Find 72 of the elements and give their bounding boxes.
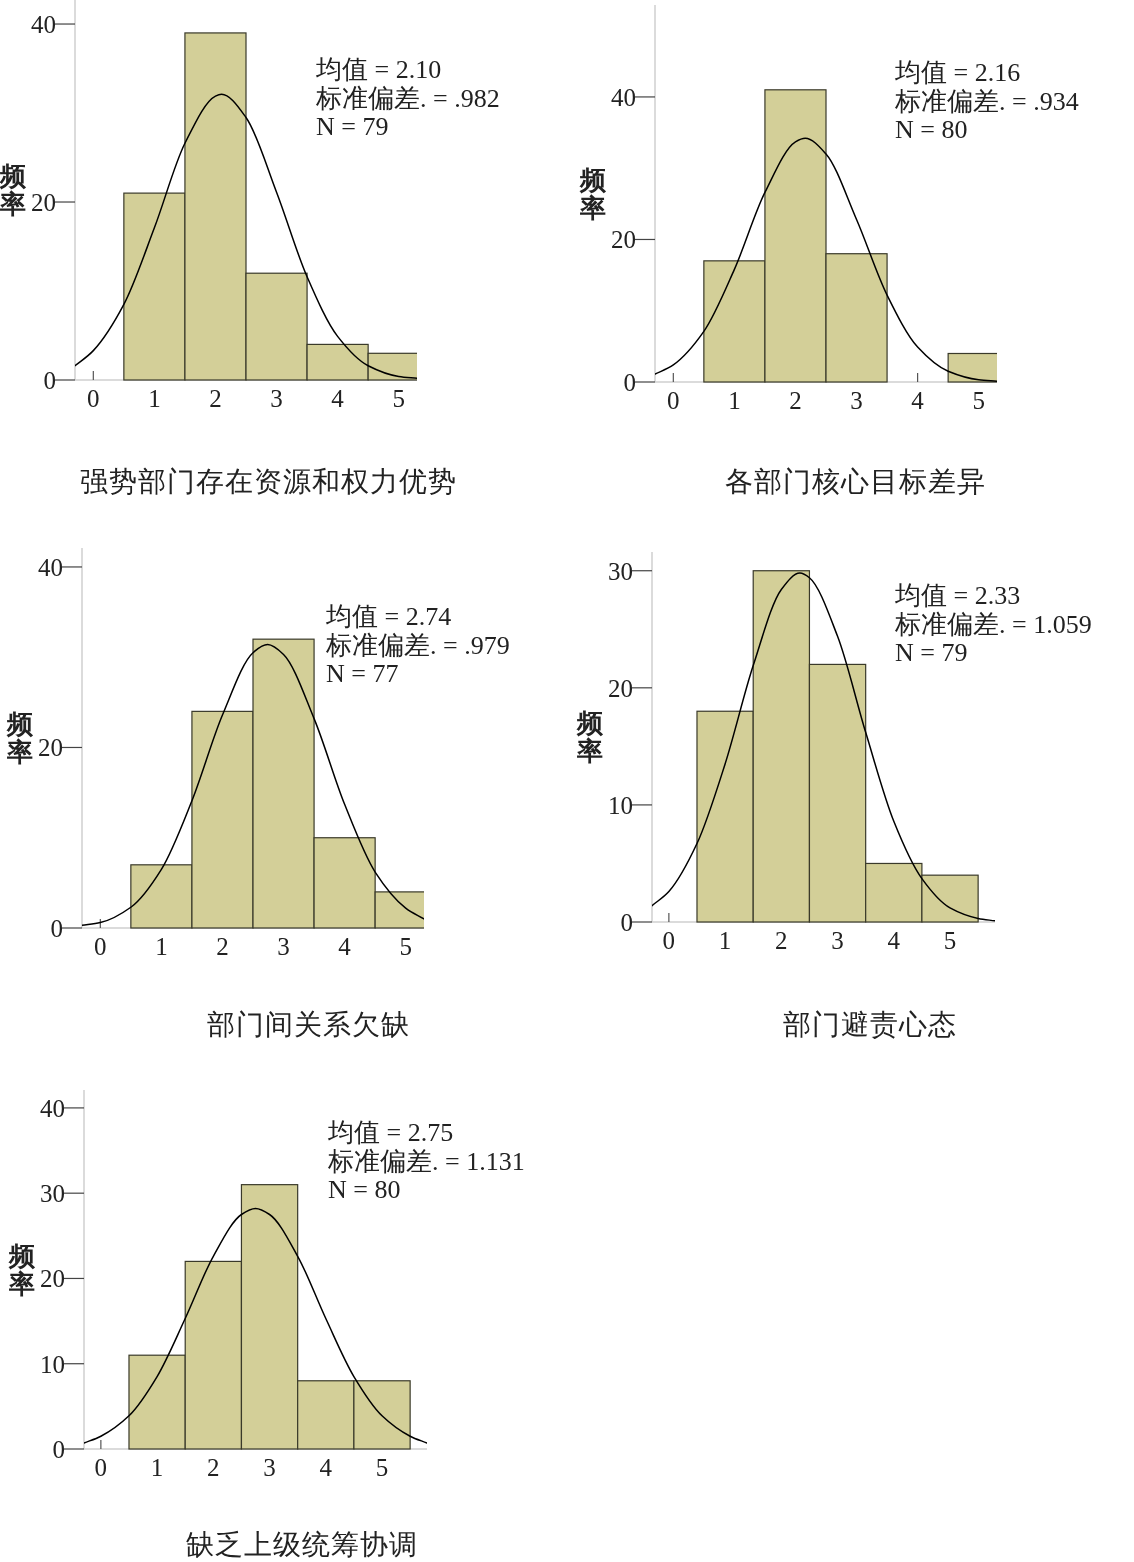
y-axis-title: 频率	[6, 710, 34, 767]
x-tick-label: 0	[87, 385, 100, 412]
x-tick-label: 1	[150, 1454, 164, 1481]
annotation: 标准偏差. = .934	[894, 86, 1079, 116]
y-tick-label: 40	[611, 83, 636, 111]
annotation: 标准偏差. = 1.059	[894, 609, 1092, 639]
x-tick-label: 2	[207, 1454, 220, 1481]
annotation: 均值 = 2.10	[315, 55, 442, 84]
x-tick-label: 1	[728, 387, 741, 414]
x-tick-label: 4	[319, 1454, 333, 1481]
x-tick-label: 3	[831, 927, 844, 954]
x-tick-label: 4	[911, 387, 925, 414]
annotation: 均值 = 2.16	[894, 58, 1021, 87]
x-tick-label: 2	[775, 927, 788, 954]
x-tick-label: 0	[94, 1454, 108, 1481]
x-tick-label: 2	[789, 387, 802, 414]
line-series	[84, 1207, 427, 1444]
y-axis-title: 频率	[576, 709, 604, 766]
x-tick-label: 1	[155, 933, 168, 960]
x-axis-title: 部门间关系欠缺	[206, 1009, 410, 1040]
y-tick-label: 0	[620, 909, 633, 936]
x-tick-label: 3	[850, 387, 863, 414]
y-axis-title: 频率	[0, 162, 27, 219]
annotation: N = 80	[328, 1175, 401, 1204]
y-tick-label: 10	[40, 1350, 65, 1378]
y-axis-title: 频率	[579, 165, 607, 223]
x-tick-label: 4	[331, 385, 345, 412]
x-axis-title: 各部门核心目标差异	[724, 466, 986, 497]
y-tick-label: 20	[38, 734, 63, 762]
y-tick-label: 10	[608, 791, 633, 819]
annotation: N = 79	[895, 638, 968, 667]
x-tick-label: 3	[270, 385, 283, 412]
x-tick-label: 4	[338, 933, 352, 960]
x-tick-label: 2	[209, 385, 222, 412]
x-tick-label: 5	[392, 385, 405, 412]
x-tick-label: 2	[216, 933, 229, 960]
annotation: 均值 = 2.74	[325, 602, 452, 631]
y-tick-label: 0	[52, 1436, 65, 1463]
y-tick-label: 20	[608, 674, 633, 702]
x-tick-label: 5	[399, 933, 412, 960]
y-tick-label: 40	[38, 553, 63, 581]
annotation: 均值 = 2.75	[327, 1118, 454, 1147]
x-axis-title: 部门避责心态	[783, 1009, 957, 1040]
x-tick-label: 0	[662, 927, 676, 954]
annotation: 均值 = 2.33	[894, 581, 1021, 610]
annotation: 标准偏差. = .982	[315, 83, 500, 113]
annotation: N = 79	[316, 112, 389, 141]
y-tick-label: 20	[611, 226, 636, 254]
y-tick-label: 30	[40, 1180, 65, 1208]
y-tick-label: 20	[40, 1265, 65, 1293]
x-tick-label: 1	[148, 385, 161, 412]
x-tick-label: 5	[943, 927, 957, 954]
x-tick-label: 4	[887, 927, 901, 954]
x-tick-label: 3	[263, 1454, 276, 1481]
x-tick-label: 1	[718, 927, 732, 954]
y-tick-label: 20	[31, 189, 56, 217]
y-tick-label: 30	[608, 557, 633, 585]
y-tick-label: 40	[40, 1094, 65, 1122]
x-tick-label: 3	[277, 933, 290, 960]
x-tick-label: 0	[667, 387, 680, 414]
x-tick-label: 0	[94, 933, 107, 960]
x-tick-label: 5	[972, 387, 985, 414]
annotation: 标准偏差. = .979	[325, 630, 510, 660]
annotation: 标准偏差. = 1.131	[327, 1146, 525, 1176]
y-tick-label: 40	[31, 11, 56, 39]
annotation: N = 77	[326, 659, 399, 688]
x-axis-title: 缺乏上级统筹协调	[186, 1529, 418, 1560]
y-tick-label: 0	[43, 367, 56, 394]
y-axis-title: 频率	[8, 1241, 36, 1299]
annotation: N = 80	[895, 115, 968, 144]
x-tick-label: 5	[375, 1454, 389, 1481]
x-axis-title: 强势部门存在资源和权力优势	[79, 466, 457, 497]
